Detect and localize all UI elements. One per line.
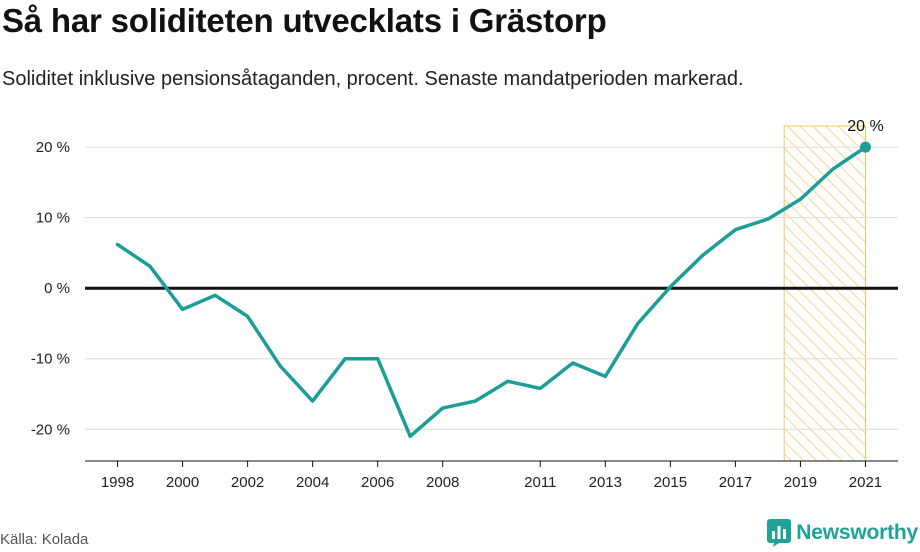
x-tick-label: 2017 [719,474,752,491]
page-title: Så har soliditeten utvecklats i Grästorp [2,2,607,39]
x-tick-label: 2000 [166,474,199,491]
x-tick-label: 2015 [654,474,687,491]
series-line [115,145,868,439]
newsworthy-logo-icon [767,519,792,547]
y-tick-label: -20 % [31,421,70,438]
y-tick-label: -10 % [31,351,70,368]
x-tick-label: 2019 [784,474,817,491]
end-point [859,141,871,153]
y-tick-label: 10 % [36,210,70,227]
x-tick-label: 2002 [231,474,264,491]
x-tick-label: 2021 [849,474,882,491]
y-tick-label: 20 % [36,139,70,156]
x-tick-label: 2011 [524,474,556,491]
brand-name: Newsworthy [796,521,918,544]
end-value-label: 20 % [847,118,883,135]
x-tick-label: 2006 [361,474,394,491]
x-tick-label: 2013 [589,474,622,491]
x-tick-label: 1998 [101,474,134,491]
highlight-period [783,125,866,462]
x-tick-label: 2008 [426,474,459,491]
source-note: Källa: Kolada [0,531,89,548]
chart-subtitle: Soliditet inklusive pensionsåtaganden, p… [2,68,744,90]
y-tick-label: 0 % [44,280,70,297]
x-tick-label: 2004 [296,474,329,491]
brand: Newsworthy [767,519,918,547]
